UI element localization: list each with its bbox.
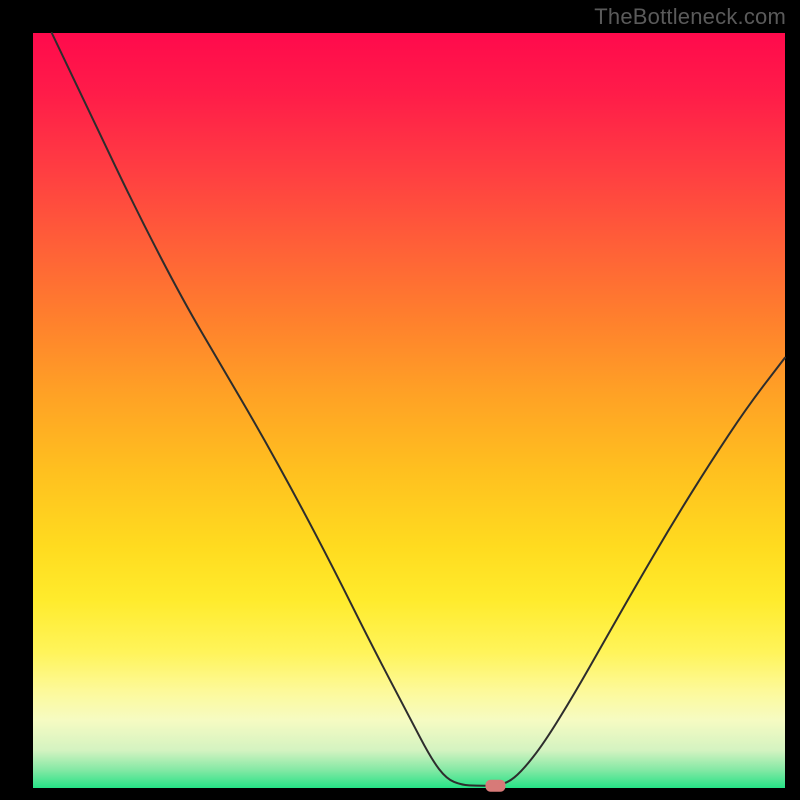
watermark-text: TheBottleneck.com xyxy=(594,4,786,30)
bottleneck-chart xyxy=(0,0,800,800)
optimal-marker xyxy=(485,780,505,792)
chart-container: TheBottleneck.com xyxy=(0,0,800,800)
plot-area xyxy=(33,33,785,788)
